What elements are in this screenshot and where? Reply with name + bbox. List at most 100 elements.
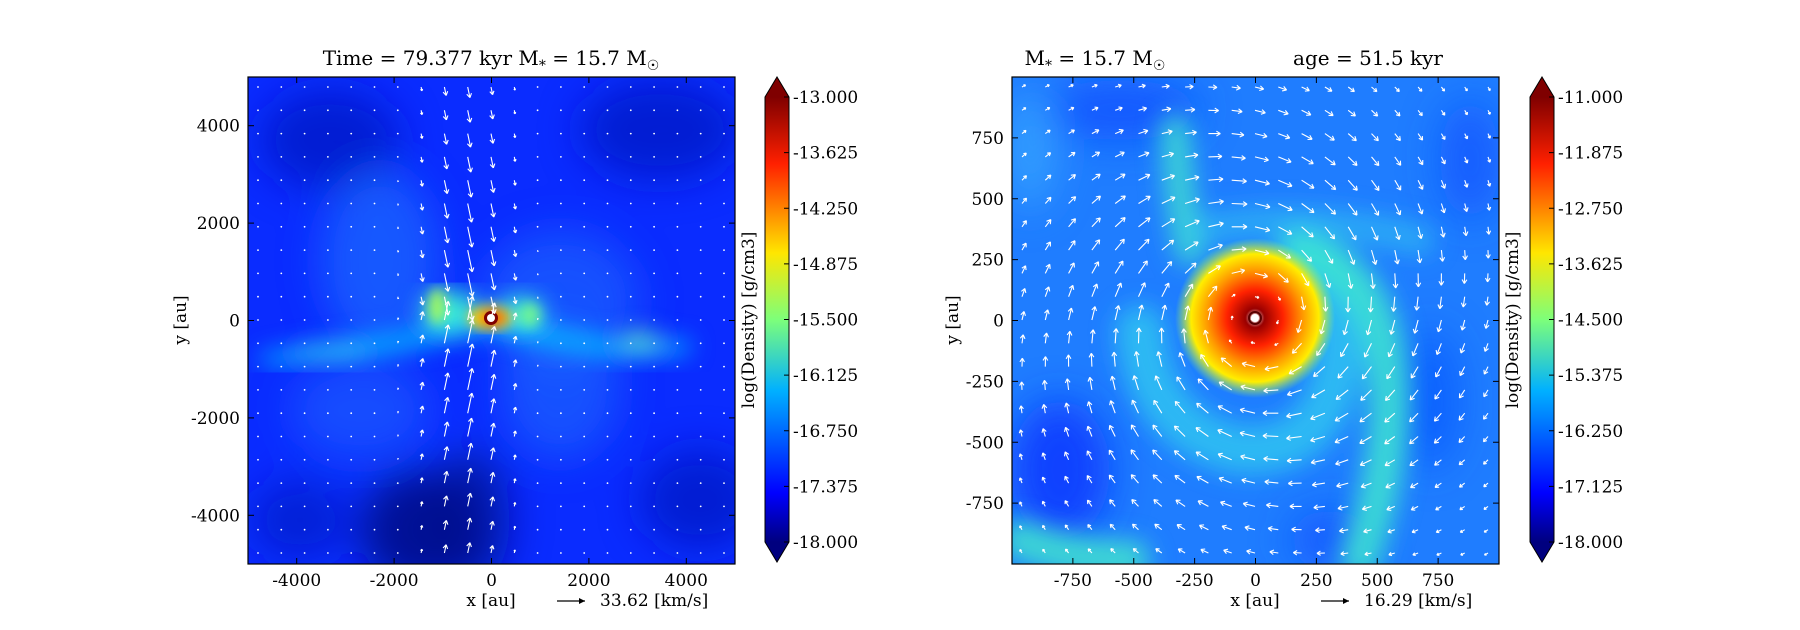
velocity-arrow-left bbox=[583, 109, 586, 112]
velocity-arrow-right bbox=[1334, 435, 1349, 444]
velocity-arrow-left bbox=[512, 383, 518, 391]
velocity-arrow-right bbox=[1411, 529, 1419, 534]
colorbar-tick-label-right: -17.125 bbox=[1558, 477, 1623, 497]
velocity-arrow-right bbox=[1086, 450, 1093, 461]
velocity-arrow-left bbox=[629, 458, 632, 461]
velocity-arrow-left bbox=[443, 324, 451, 344]
velocity-arrow-right bbox=[1185, 106, 1196, 113]
velocity-arrow-left bbox=[606, 179, 609, 182]
velocity-arrow-right bbox=[1114, 151, 1125, 158]
velocity-arrow-left bbox=[327, 272, 329, 275]
velocity-arrow-left bbox=[350, 249, 353, 252]
velocity-arrow-right bbox=[1207, 285, 1218, 298]
velocity-arrow-left bbox=[560, 482, 562, 484]
velocity-arrow-left bbox=[442, 519, 449, 530]
velocity-arrow-left bbox=[280, 482, 283, 484]
velocity-arrow-right bbox=[1460, 552, 1465, 556]
velocity-arrow-right bbox=[1064, 524, 1070, 531]
velocity-arrow-right bbox=[1291, 526, 1302, 533]
velocity-arrow-right bbox=[1409, 389, 1419, 401]
velocity-arrow-right bbox=[1110, 548, 1116, 554]
velocity-arrow-left bbox=[467, 343, 475, 367]
velocity-arrow-right bbox=[1311, 389, 1326, 399]
velocity-arrow-left bbox=[699, 435, 702, 438]
velocity-arrow-right bbox=[1137, 282, 1146, 297]
velocity-arrow-right bbox=[1185, 152, 1199, 159]
velocity-arrow-right bbox=[1064, 500, 1070, 507]
velocity-arrow-right bbox=[1020, 311, 1026, 321]
velocity-arrow-left bbox=[396, 156, 399, 158]
velocity-arrow-left bbox=[327, 458, 329, 461]
velocity-arrow-left bbox=[653, 179, 655, 182]
y-tick-label-right: 750 bbox=[972, 129, 1004, 149]
velocity-arrow-left bbox=[443, 372, 451, 391]
velocity-arrow-right bbox=[1267, 525, 1279, 532]
velocity-arrow-right bbox=[1041, 500, 1046, 507]
velocity-arrow-right bbox=[1174, 474, 1186, 484]
velocity-arrow-left bbox=[606, 202, 609, 205]
velocity-arrow-right bbox=[1387, 528, 1395, 534]
velocity-arrow-right bbox=[1342, 319, 1349, 336]
velocity-arrow-left bbox=[560, 505, 562, 508]
velocity-arrow-right bbox=[1133, 351, 1140, 367]
velocity-arrow-left bbox=[699, 109, 702, 112]
colorbar-tick-label-right: -13.625 bbox=[1558, 255, 1623, 275]
vector-key-label-right: 16.29 [km/s] bbox=[1364, 591, 1472, 611]
velocity-arrow-right bbox=[1371, 156, 1380, 167]
velocity-arrow-left bbox=[350, 225, 353, 228]
velocity-arrow-right bbox=[1208, 84, 1218, 91]
velocity-arrow-left bbox=[303, 156, 306, 158]
velocity-arrow-left bbox=[327, 109, 329, 112]
velocity-arrow-right bbox=[1417, 203, 1424, 215]
y-tick-label-left: 4000 bbox=[197, 117, 240, 137]
velocity-arrow-right bbox=[1068, 240, 1076, 251]
velocity-arrow-right bbox=[1484, 273, 1491, 283]
velocity-arrow-right bbox=[1108, 424, 1116, 437]
colorbar-left-label: log(Density) [g/cm3] bbox=[739, 232, 759, 409]
velocity-arrow-right bbox=[1482, 412, 1489, 420]
velocity-arrow-right bbox=[1462, 226, 1469, 237]
velocity-arrow-left bbox=[560, 109, 562, 112]
velocity-arrow-left bbox=[536, 341, 539, 344]
velocity-arrow-right bbox=[1041, 403, 1048, 414]
velocity-arrow-right bbox=[1200, 548, 1209, 554]
velocity-arrow-right bbox=[1161, 196, 1176, 204]
velocity-arrow-left bbox=[280, 435, 283, 438]
colorbar-right: -11.000 -11.875 -12.750 -13.625 -14.500 -15.3… bbox=[1503, 76, 1623, 563]
velocity-arrow-right bbox=[1417, 86, 1423, 92]
velocity-arrow-left bbox=[676, 319, 679, 321]
velocity-arrow-left bbox=[443, 180, 450, 195]
velocity-arrow-right bbox=[1433, 436, 1442, 444]
velocity-arrow-right bbox=[1288, 480, 1302, 487]
velocity-arrow-left bbox=[536, 86, 539, 88]
vector-key-arrowhead-left bbox=[579, 598, 585, 604]
velocity-arrow-left bbox=[396, 482, 399, 484]
velocity-arrow-right bbox=[1230, 315, 1234, 321]
velocity-arrow-right bbox=[1231, 84, 1241, 91]
velocity-arrow-right bbox=[1044, 152, 1052, 158]
velocity-arrow-right bbox=[1324, 86, 1333, 92]
velocity-arrow-right bbox=[1044, 286, 1051, 297]
velocity-arrow-right bbox=[1091, 173, 1101, 181]
velocity-arrow-right bbox=[1152, 449, 1163, 461]
velocity-arrow-right bbox=[1337, 505, 1349, 511]
y-tick-label-right: 500 bbox=[972, 190, 1004, 210]
velocity-arrow-left bbox=[723, 132, 725, 135]
velocity-arrow-right bbox=[1347, 273, 1354, 289]
velocity-arrow-right bbox=[1208, 221, 1224, 228]
velocity-arrow-left bbox=[653, 365, 655, 368]
velocity-arrow-right bbox=[1208, 243, 1223, 251]
velocity-arrow-right bbox=[1417, 156, 1424, 166]
velocity-arrow-left bbox=[419, 156, 424, 163]
velocity-arrow-right bbox=[1132, 547, 1139, 554]
velocity-arrow-right bbox=[1464, 133, 1469, 140]
velocity-arrow-right bbox=[1184, 262, 1197, 274]
velocity-arrow-left bbox=[536, 202, 539, 205]
velocity-arrow-right bbox=[1386, 505, 1396, 511]
velocity-arrow-right bbox=[1064, 402, 1070, 414]
velocity-arrow-left bbox=[280, 156, 283, 158]
velocity-arrow-right bbox=[1067, 307, 1074, 321]
y-axis-label-right: y [au] bbox=[943, 295, 963, 345]
velocity-arrow-left bbox=[396, 505, 399, 508]
velocity-arrow-left bbox=[629, 109, 632, 112]
